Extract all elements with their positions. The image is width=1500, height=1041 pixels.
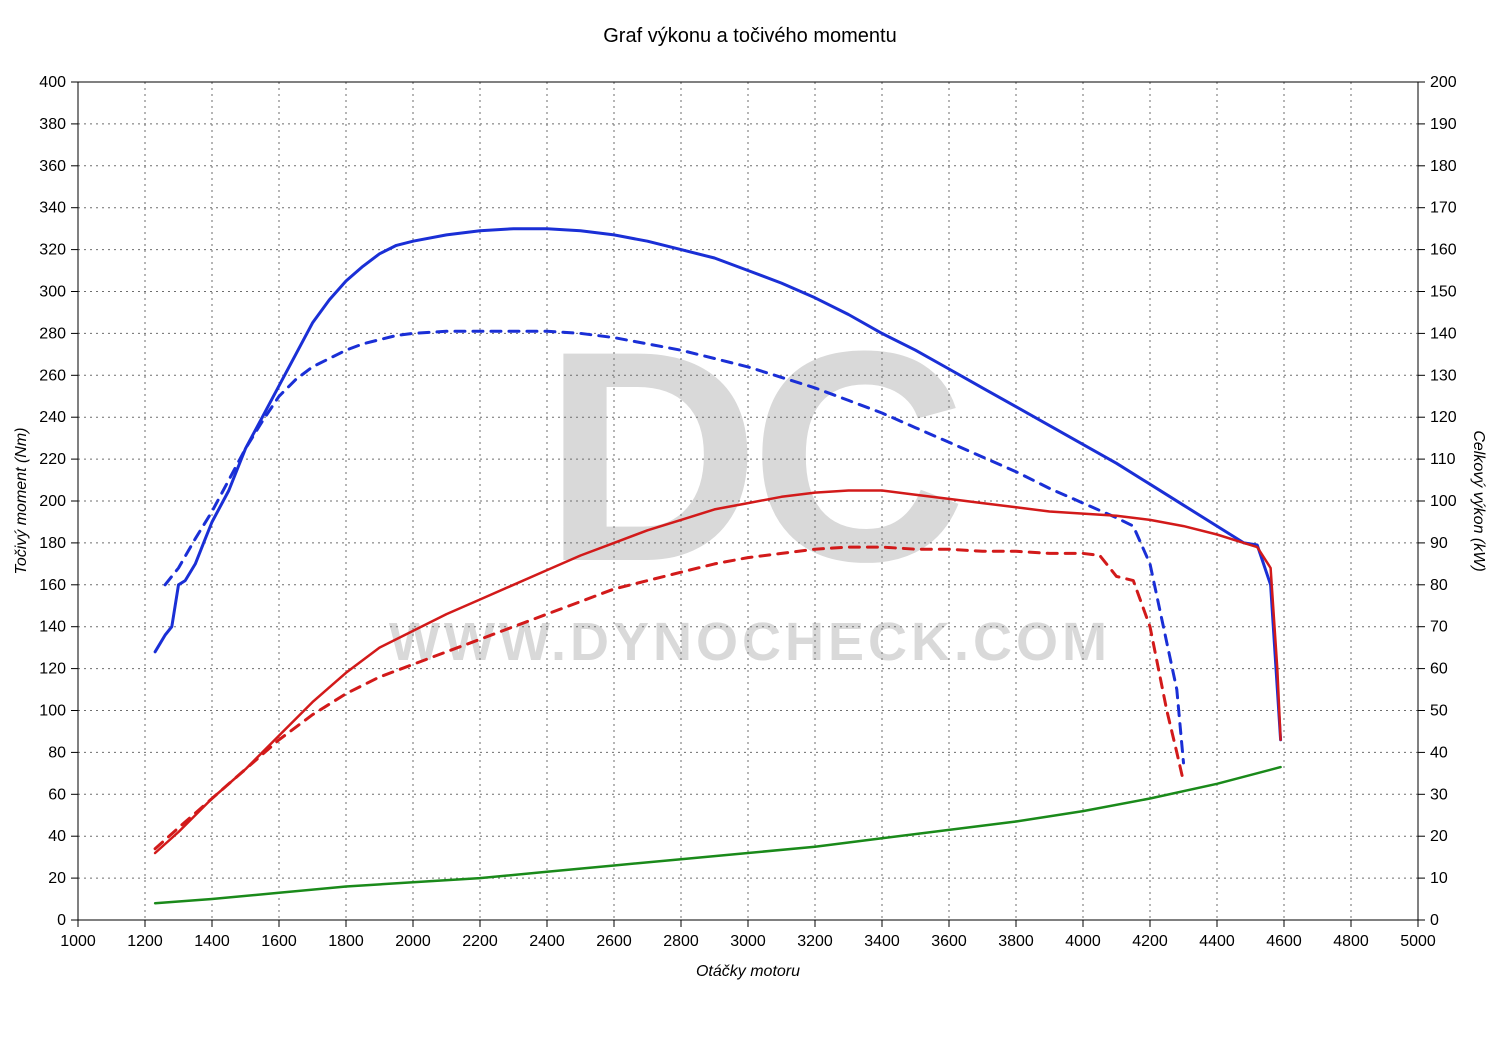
y-axis-label-left: Točivý moment (Nm) [13, 428, 30, 575]
y-left-tick: 280 [39, 325, 66, 342]
y-right-tick: 100 [1430, 493, 1457, 510]
y-left-tick: 400 [39, 74, 66, 91]
y-left-tick: 160 [39, 577, 66, 594]
x-tick: 4400 [1199, 933, 1235, 950]
y-right-tick: 20 [1430, 828, 1448, 845]
y-left-tick: 300 [39, 284, 66, 301]
x-tick: 3000 [730, 933, 766, 950]
y-right-tick: 150 [1430, 284, 1457, 301]
y-left-tick: 80 [48, 744, 66, 761]
y-right-tick: 110 [1430, 451, 1456, 468]
y-left-tick: 140 [39, 619, 66, 636]
y-axis-label-right: Celkový výkon (kW) [1470, 430, 1487, 571]
y-right-tick: 80 [1430, 577, 1448, 594]
dyno-chart: DC WWW.DYNOCHECK.COM Graf výkonu a točiv… [0, 0, 1500, 1041]
x-tick: 1400 [194, 933, 230, 950]
y-right-tick: 140 [1430, 325, 1457, 342]
y-right-tick: 70 [1430, 619, 1448, 636]
y-left-tick: 20 [48, 870, 66, 887]
y-right-tick: 190 [1430, 116, 1457, 133]
y-left-tick: 200 [39, 493, 66, 510]
x-tick: 1200 [127, 933, 163, 950]
x-tick: 2800 [663, 933, 699, 950]
y-right-tick: 180 [1430, 158, 1457, 175]
x-tick: 3600 [931, 933, 967, 950]
x-axis-label: Otáčky motoru [696, 963, 800, 980]
x-tick: 4200 [1132, 933, 1168, 950]
y-left-tick: 260 [39, 367, 66, 384]
watermark-url: WWW.DYNOCHECK.COM [389, 612, 1111, 672]
y-right-tick: 130 [1430, 367, 1457, 384]
y-right-tick: 50 [1430, 703, 1448, 720]
x-tick: 2400 [529, 933, 565, 950]
y-right-tick: 90 [1430, 535, 1448, 552]
watermark-big: DC [543, 288, 961, 624]
y-left-tick: 380 [39, 116, 66, 133]
x-tick: 2200 [462, 933, 498, 950]
x-tick: 2600 [596, 933, 632, 950]
x-tick: 3200 [797, 933, 833, 950]
x-tick: 1600 [261, 933, 297, 950]
y-left-tick: 340 [39, 200, 66, 217]
y-left-tick: 360 [39, 158, 66, 175]
y-right-tick: 30 [1430, 786, 1448, 803]
chart-title: Graf výkonu a točivého momentu [603, 25, 896, 47]
x-tick: 4000 [1065, 933, 1101, 950]
y-left-tick: 60 [48, 786, 66, 803]
y-left-tick: 0 [57, 912, 66, 929]
x-tick-labels: 1000 1200 1400 1600 1800 2000 2200 2400 2600 2800… [60, 933, 1436, 950]
y-right-tick: 120 [1430, 409, 1457, 426]
y-left-tick: 100 [39, 703, 66, 720]
y-left-tick: 40 [48, 828, 66, 845]
y-right-tick: 160 [1430, 242, 1457, 259]
x-tick: 4600 [1266, 933, 1302, 950]
x-tick: 3400 [864, 933, 900, 950]
y-left-tick: 240 [39, 409, 66, 426]
x-tick: 2000 [395, 933, 431, 950]
y-left-tick: 120 [39, 661, 66, 678]
y-right-tick: 200 [1430, 74, 1457, 91]
x-tick: 1800 [328, 933, 364, 950]
y-right-tick: 60 [1430, 661, 1448, 678]
y-left-tick: 220 [39, 451, 66, 468]
y-right-tick: 40 [1430, 744, 1448, 761]
x-tick: 5000 [1400, 933, 1436, 950]
y-left-tick: 320 [39, 242, 66, 259]
y-right-tick: 10 [1430, 870, 1448, 887]
x-tick: 3800 [998, 933, 1034, 950]
x-tick: 4800 [1333, 933, 1369, 950]
y-right-tick: 0 [1430, 912, 1439, 929]
y-right-tick: 170 [1430, 200, 1457, 217]
x-tick: 1000 [60, 933, 96, 950]
y-left-tick: 180 [39, 535, 66, 552]
